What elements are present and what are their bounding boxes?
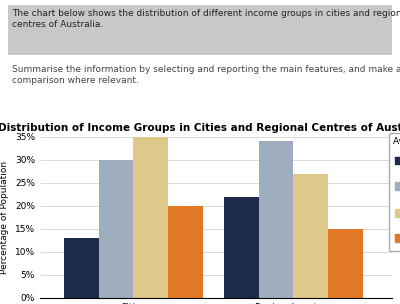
Y-axis label: Percentage of Population: Percentage of Population (0, 161, 10, 274)
Bar (99, 160, 133, 298)
Text: Summarise the information by selecting and reporting the main features, and make: Summarise the information by selecting a… (12, 65, 400, 85)
FancyBboxPatch shape (8, 5, 392, 55)
Bar (328, 229, 363, 298)
Bar (168, 206, 203, 298)
Legend: Low
($40,000 or less), Lower middle
($40,000-$70,000), Middle
($70,000-$120,000): Low ($40,000 or less), Lower middle ($40… (389, 133, 400, 251)
Text: The chart below shows the distribution of different income groups in cities and : The chart below shows the distribution o… (12, 9, 400, 29)
Bar (259, 141, 293, 298)
Bar (224, 197, 259, 298)
Bar (133, 137, 168, 298)
Text: Distribution of Income Groups in Cities and Regional Centres of Australia: Distribution of Income Groups in Cities … (0, 123, 400, 133)
Bar (293, 174, 328, 298)
Bar (64, 238, 99, 298)
